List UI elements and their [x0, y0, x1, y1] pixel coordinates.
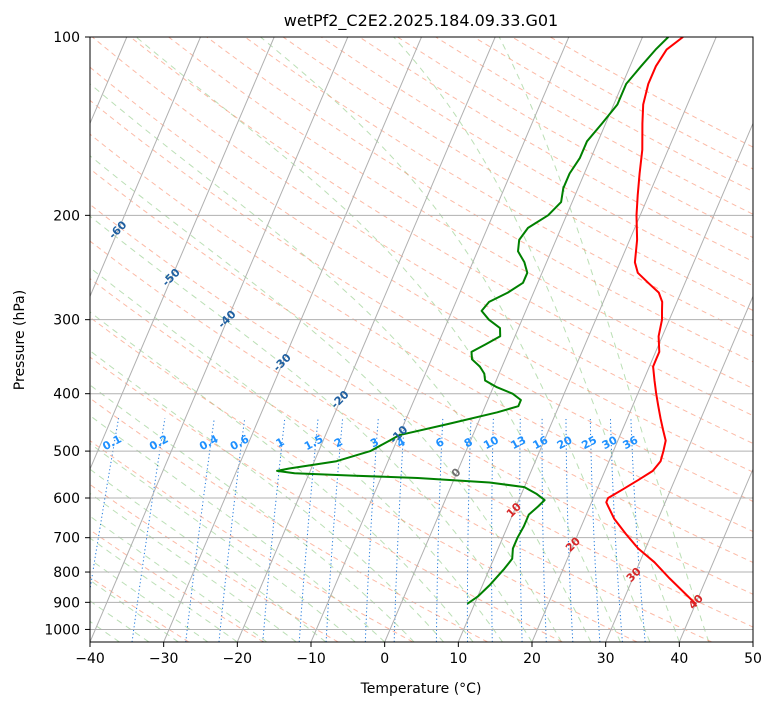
mixing-ratio-line: [519, 418, 523, 642]
profile-series: [276, 37, 697, 605]
mixing-ratio-label: 25: [579, 433, 599, 452]
isotherm-line: [678, 467, 753, 642]
y-tick-label: 200: [53, 208, 80, 224]
isotherm-line: [384, 37, 643, 642]
y-tick-label: 700: [53, 531, 80, 547]
mixing-ratio-label: 20: [555, 433, 575, 452]
y-tick-label: 400: [53, 387, 80, 403]
mixing-ratio-line: [435, 418, 444, 642]
x-tick-label: −10: [296, 651, 326, 667]
x-tick-label: −40: [75, 651, 105, 667]
dry-adiabat: [90, 133, 753, 533]
isotherm-line: [90, 37, 201, 298]
dry-adiabat: [90, 66, 753, 473]
x-tick-label: 40: [670, 651, 688, 667]
moist-adiabat: [135, 37, 621, 642]
moist-adiabat: [90, 155, 562, 642]
isotherm-line: [531, 122, 753, 642]
mixing-ratio-line: [325, 418, 344, 642]
plot-frame: [89, 36, 754, 643]
dry-adiabat: [206, 37, 753, 363]
y-tick-label: 100: [53, 30, 80, 46]
isotherm-line: [90, 37, 275, 471]
moist-adiabat: [393, 37, 680, 642]
mixing-ratio-line: [298, 418, 319, 642]
mixing-ratio-line: [589, 418, 601, 642]
mixing-ratio-line: [218, 418, 246, 642]
mixing-ratio-line: [393, 418, 405, 642]
mixing-ratio-label: 16: [531, 433, 551, 452]
isotherm-line: [236, 37, 496, 642]
mixing-ratio-line: [610, 418, 623, 642]
isotherm-line: [605, 295, 753, 642]
isotherms: [90, 37, 753, 642]
x-tick-label: 10: [449, 651, 467, 667]
isotherm-line: [90, 37, 349, 642]
dry-adiabat: [130, 37, 753, 417]
chart-title: wetPf2_C2E2.2025.184.09.33.G01: [284, 11, 558, 31]
y-tick-label: 800: [53, 565, 80, 581]
moist-adiabat: [90, 83, 592, 642]
moist-adiabat: [90, 350, 444, 642]
dry-adiabat: [90, 168, 753, 563]
x-tick-label: −20: [223, 651, 253, 667]
x-tick-label: 20: [523, 651, 541, 667]
y-axis-title: Pressure (hPa): [12, 290, 28, 390]
x-tick-label: 50: [744, 651, 762, 667]
moist-adiabat: [90, 468, 327, 642]
pressure-gridlines: [90, 37, 753, 630]
temperature-line: [605, 37, 697, 605]
x-tick-label: −30: [149, 651, 179, 667]
y-tick-label: 900: [53, 595, 80, 611]
y-axis-ticks: 100 200 300 400 500 600 700 800 900 1000: [44, 30, 90, 638]
moist-adiabat: [90, 492, 297, 642]
dry-adiabat: [282, 37, 753, 312]
moist-adiabat: [90, 384, 415, 642]
mixing-ratio-line: [90, 418, 120, 593]
mixing-ratio-line: [185, 418, 215, 642]
x-axis-ticks: −40 −30 −20 −10 0 10 20 30 40 50: [75, 642, 762, 667]
mixing-ratio-line: [630, 418, 646, 642]
mixing-ratio-line: [491, 418, 494, 642]
moist-adiabat: [260, 37, 651, 642]
mixing-ratio-label: 30: [600, 433, 620, 452]
y-tick-label: 500: [53, 444, 80, 460]
dry-adiabat: [90, 397, 488, 642]
y-tick-label: 600: [53, 491, 80, 507]
dry-adiabat: [90, 356, 563, 642]
mixing-ratio-label: 10: [481, 433, 501, 452]
dry-adiabat: [90, 203, 753, 595]
dewpoint-line: [276, 37, 670, 605]
x-axis-title: Temperature (°C): [360, 681, 482, 697]
mixing-ratio-labels: 0.1 0.2 0.4 0.6 1 1.5 2 3 4 6 8 10 13 16 20 25 30 36: [100, 432, 640, 453]
mixing-ratio-label: 36: [621, 433, 641, 452]
isotherm-line: [457, 37, 717, 642]
x-tick-label: 30: [597, 651, 615, 667]
isotherm-line: [163, 37, 422, 642]
mixing-ratio-label: 13: [509, 433, 529, 452]
y-tick-label: 1000: [44, 622, 80, 638]
y-tick-label: 300: [53, 313, 80, 329]
dry-adiabat: [90, 240, 753, 628]
mixing-ratio-line: [364, 418, 379, 642]
moist-adiabat: [90, 442, 356, 642]
mixing-ratio-line: [541, 418, 547, 642]
mixing-ratio-line: [466, 418, 472, 642]
isotherm-line: [310, 37, 570, 642]
mixing-ratio-line: [131, 418, 166, 642]
x-tick-label: 0: [380, 651, 389, 667]
dry-adiabat: [90, 483, 339, 642]
plot-area: -100-90-80-70-60-50-40-30-20-10010203040…: [90, 37, 753, 642]
